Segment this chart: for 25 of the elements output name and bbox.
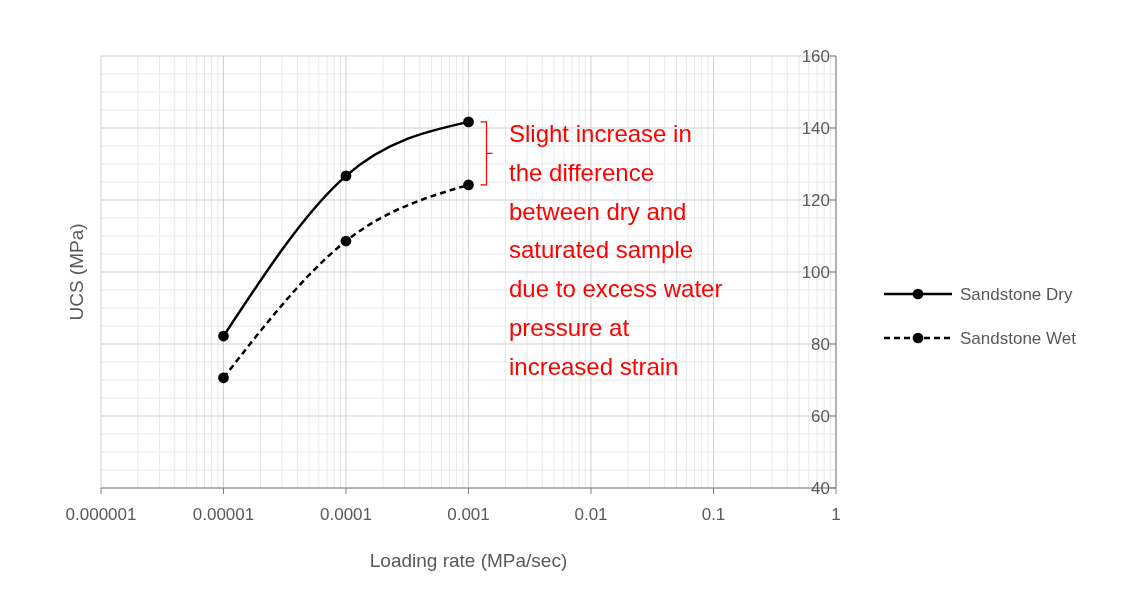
x-axis-title: Loading rate (MPa/sec) — [369, 550, 568, 571]
y-axis-title: UCS (MPa) — [66, 223, 87, 321]
point — [340, 235, 352, 247]
y-tick-label: 120 — [801, 191, 830, 210]
legend-label: Sandstone Wet — [960, 329, 1077, 348]
legend-label: Sandstone Dry — [960, 285, 1073, 304]
x-tick-label: 0.001 — [447, 505, 490, 524]
point — [218, 330, 229, 342]
y-tick-label: 40 — [811, 479, 830, 498]
x-tick-label: 0.0001 — [320, 505, 372, 524]
point — [463, 179, 474, 191]
point — [340, 170, 352, 182]
y-tick-label: 140 — [801, 119, 830, 138]
y-tick-label: 160 — [801, 47, 830, 66]
y-tick-label: 80 — [811, 335, 830, 354]
x-tick-label: 0.01 — [574, 505, 608, 524]
point — [218, 372, 229, 384]
x-tick-label: 0.00001 — [192, 505, 255, 524]
x-tick-label: 0.1 — [701, 505, 726, 524]
point — [463, 116, 474, 128]
x-tick-label: 0.000001 — [65, 505, 137, 524]
y-tick-label: 100 — [801, 263, 830, 282]
y-tick-label: 60 — [811, 407, 830, 426]
annotation: Slight increase in the difference between dry and saturated sample due to excess water pressure at increased strain — [509, 120, 723, 380]
x-tick-label: 1 — [831, 505, 841, 524]
